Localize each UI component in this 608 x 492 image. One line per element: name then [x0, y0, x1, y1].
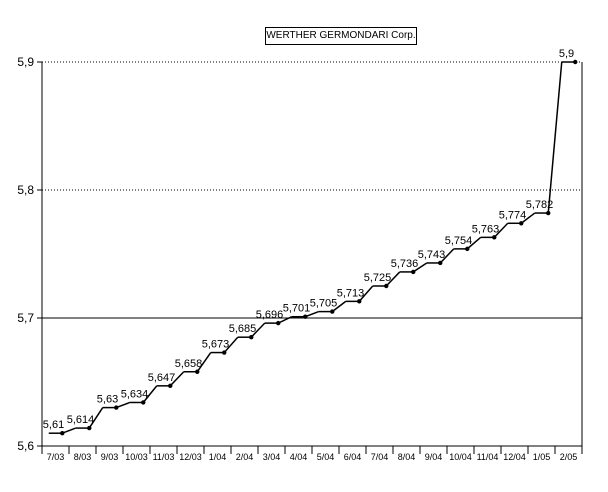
x-tick-label: 7/04: [371, 452, 389, 462]
x-tick-label: 5/04: [317, 452, 335, 462]
data-label: 5,763: [472, 223, 500, 235]
y-tick-label: 5,9: [17, 55, 34, 69]
series-segment: [412, 262, 428, 273]
data-point: [438, 260, 443, 266]
data-label: 5,63: [97, 394, 118, 406]
data-point: [276, 320, 281, 326]
data-label: 5,736: [391, 258, 419, 270]
series-points: [60, 59, 578, 436]
data-label: 5,743: [418, 249, 446, 261]
data-label: 5,61: [43, 419, 64, 431]
data-label: 5,725: [364, 272, 392, 284]
data-point: [546, 210, 551, 216]
series-segment: [61, 427, 77, 434]
x-tick-label: 2/04: [236, 452, 254, 462]
x-tick-label: 1/05: [533, 452, 551, 462]
x-tick-label: 2/05: [560, 452, 578, 462]
data-point: [114, 405, 119, 410]
data-point: [249, 335, 254, 340]
data-point: [60, 431, 65, 436]
chart-title: WERTHER GERMONDARI Corp.: [265, 27, 417, 45]
data-point: [357, 299, 362, 304]
data-point: [384, 283, 389, 289]
x-tick-label: 1/04: [209, 452, 227, 462]
series-segment: [547, 61, 563, 214]
series-segment: [331, 300, 347, 313]
x-tick-label: 9/04: [425, 452, 443, 462]
data-label: 5,9: [559, 48, 574, 60]
data-label: 5,647: [148, 372, 176, 384]
series-segment: [277, 316, 293, 324]
data-point: [168, 383, 173, 389]
data-point: [141, 400, 146, 405]
series-segment: [223, 336, 239, 354]
series-segment: [250, 322, 266, 338]
data-label: 5,701: [283, 303, 311, 315]
data-label: 5,774: [499, 209, 527, 221]
data-label: 5,696: [256, 309, 284, 321]
series-line: [48, 61, 576, 434]
x-tick-label: 6/04: [344, 452, 362, 462]
data-label: 5,685: [229, 323, 257, 335]
axes: [37, 61, 583, 454]
x-tick-label: 4/04: [290, 452, 308, 462]
series-segment: [358, 285, 374, 302]
y-tick-label: 5,8: [17, 183, 34, 197]
data-point: [465, 246, 470, 252]
series-segment: [304, 310, 320, 318]
y-tick-label: 5,7: [17, 311, 34, 325]
x-tick-label: 11/03: [153, 452, 175, 462]
series-segment: [169, 371, 185, 387]
x-tick-label: 9/03: [101, 452, 119, 462]
series-segment: [142, 385, 158, 403]
data-point: [330, 309, 335, 314]
data-point: [222, 350, 227, 355]
data-label: 5,673: [202, 339, 230, 351]
data-label: 5,614: [67, 414, 95, 426]
x-tick-label: 12/04: [503, 452, 526, 462]
data-point: [573, 59, 578, 65]
data-point: [303, 314, 308, 319]
series-segment: [88, 407, 104, 429]
series-segment: [196, 352, 212, 373]
x-tick-label: 7/03: [47, 452, 65, 462]
series-segment: [493, 222, 509, 238]
data-label: 5,713: [337, 287, 365, 299]
series-segment: [385, 271, 401, 287]
data-point: [411, 269, 416, 275]
series-segment: [466, 236, 482, 250]
x-tick-label: 10/03: [125, 452, 148, 462]
data-point: [87, 425, 92, 431]
y-tick-label: 5,6: [17, 439, 34, 453]
x-tick-label: 10/04: [449, 452, 472, 462]
series-segment: [520, 212, 536, 224]
x-tick-label: 3/04: [263, 452, 281, 462]
gridlines: [42, 61, 582, 319]
data-label: 5,705: [310, 298, 338, 310]
data-point: [195, 369, 200, 374]
x-tick-label: 12/03: [179, 452, 202, 462]
x-tick-label: 8/04: [398, 452, 416, 462]
x-tick-labels: 7/03 8/03 9/03 10/03 11/03 12/03 1/04 2/04 3/04 4…: [47, 452, 578, 462]
x-tick-label: 8/03: [74, 452, 92, 462]
data-label: 5,782: [526, 199, 554, 211]
data-point: [519, 221, 524, 226]
x-tick-label: 11/04: [477, 452, 499, 462]
data-label: 5,754: [445, 235, 473, 247]
series-segment: [115, 401, 131, 409]
data-point: [492, 235, 497, 240]
y-tick-labels: 5,6 5,7 5,8 5,9: [17, 55, 34, 453]
data-label: 5,658: [175, 358, 203, 370]
series-segment: [439, 248, 455, 264]
data-label: 5,634: [121, 388, 149, 400]
